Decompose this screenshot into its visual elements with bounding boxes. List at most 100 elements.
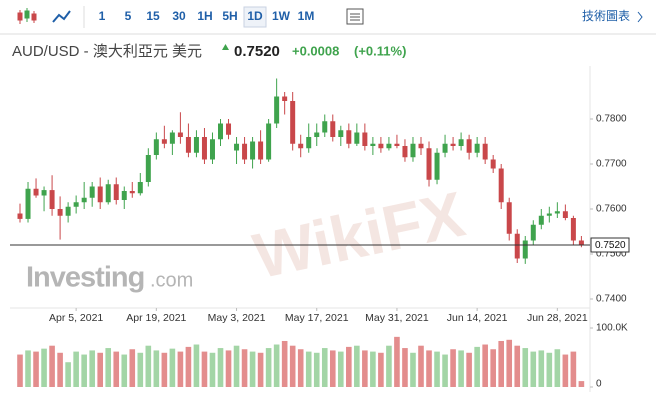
candle-body — [266, 123, 272, 160]
candle-body — [193, 137, 199, 153]
candle-body — [498, 168, 504, 203]
volume-bar — [289, 345, 296, 387]
candle-body — [97, 186, 103, 203]
candle-body — [522, 240, 528, 259]
chart-link[interactable]: 技術圖表 — [582, 9, 630, 23]
x-tick-label: Jun 28, 2021 — [527, 312, 588, 324]
volume-bar — [354, 345, 360, 387]
candle-body — [161, 139, 167, 144]
volume-bar — [257, 352, 264, 387]
candle-body — [562, 211, 568, 218]
volume-bar — [145, 345, 152, 387]
x-tick-label: May 3, 2021 — [208, 312, 266, 324]
candle-body — [378, 143, 384, 149]
interval-button[interactable]: 5H — [222, 9, 237, 23]
volume-bar — [458, 350, 464, 387]
candle-body — [234, 143, 240, 151]
y-tick-label: 0.7700 — [596, 159, 627, 170]
volume-bar — [570, 351, 577, 387]
volume-bar — [370, 351, 376, 387]
volume-bar — [378, 352, 384, 387]
candle-body — [298, 143, 304, 149]
candle-body — [530, 224, 536, 241]
interval-button[interactable]: 15 — [146, 9, 160, 23]
volume-bar — [121, 354, 128, 387]
volume-bar — [362, 350, 368, 387]
candle-body — [242, 143, 248, 160]
volume-bar — [313, 352, 320, 387]
candle-body — [113, 184, 119, 200]
interval-button[interactable]: 1 — [99, 9, 106, 23]
volume-bar — [249, 351, 256, 387]
candle-body — [121, 191, 127, 200]
volume-bar — [57, 352, 63, 387]
volume-bar — [17, 354, 23, 387]
candle-body — [330, 121, 336, 137]
volume-bar — [273, 344, 280, 387]
volume-bar — [137, 352, 144, 387]
x-tick-label: May 31, 2021 — [365, 312, 429, 324]
x-tick-label: Jun 14, 2021 — [447, 312, 508, 324]
x-tick-label: Apr 5, 2021 — [49, 312, 103, 324]
logo-brand: Investing — [26, 262, 144, 294]
volume-bar — [482, 344, 488, 387]
last-price-label: 0.7520 — [595, 240, 626, 251]
candle-body — [570, 218, 576, 241]
candle-body — [65, 206, 71, 216]
candle-body — [258, 141, 264, 160]
candle-body — [314, 132, 320, 137]
volume-bar — [530, 351, 537, 387]
volume-bar — [578, 381, 585, 387]
candle-icon[interactable] — [17, 8, 37, 24]
line-icon[interactable] — [52, 10, 71, 23]
volume-bar — [538, 350, 545, 387]
volume-tick-label: 0 — [596, 379, 602, 390]
candle-body — [458, 139, 464, 146]
candle-body — [105, 184, 111, 203]
chevron[interactable] — [637, 11, 643, 23]
volume-tick-label: 100.0K — [596, 323, 628, 334]
volume-bar — [41, 348, 47, 387]
candle-body — [426, 148, 432, 180]
candle-body — [33, 188, 39, 196]
candle-body — [386, 143, 392, 149]
volume-bar — [177, 351, 184, 387]
candle-body — [402, 146, 408, 158]
volume-bar — [434, 351, 440, 387]
candle-body — [362, 132, 368, 146]
volume-bar — [402, 348, 408, 387]
candle-body — [81, 197, 87, 203]
volume-bar — [305, 351, 312, 387]
interval-button[interactable]: 5 — [125, 9, 132, 23]
interval-button[interactable]: 1H — [197, 9, 212, 23]
candle-body — [450, 143, 456, 146]
interval-button[interactable]: 1M — [298, 9, 315, 23]
interval-button[interactable]: 1W — [272, 9, 291, 23]
interval-button[interactable]: 1D — [247, 9, 263, 23]
candle-body — [177, 132, 183, 137]
y-tick-label: 0.7600 — [596, 204, 627, 215]
volume-bar — [185, 346, 192, 387]
candle-body — [546, 213, 552, 216]
volume-bar — [193, 344, 200, 387]
volume-bar — [201, 351, 208, 387]
volume-bar — [466, 352, 472, 387]
volume-bar — [89, 350, 95, 387]
y-tick-label: 0.7500 — [596, 249, 627, 260]
interval-button[interactable]: 30 — [172, 9, 186, 23]
volume-bar — [209, 352, 216, 387]
volume-bar — [33, 351, 39, 387]
volume-bar — [97, 352, 103, 387]
volume-bar — [73, 351, 79, 387]
settings-icon[interactable] — [346, 8, 364, 25]
candle-body — [169, 132, 175, 144]
candle-body — [306, 137, 312, 149]
volume-bar — [338, 351, 344, 387]
x-tick-label: May 17, 2021 — [285, 312, 349, 324]
candle-body — [482, 143, 488, 160]
volume-bar — [297, 349, 304, 387]
candle-body — [41, 190, 47, 196]
volume-bar — [546, 352, 553, 387]
candle-body — [290, 101, 296, 144]
candle-body — [282, 96, 288, 101]
